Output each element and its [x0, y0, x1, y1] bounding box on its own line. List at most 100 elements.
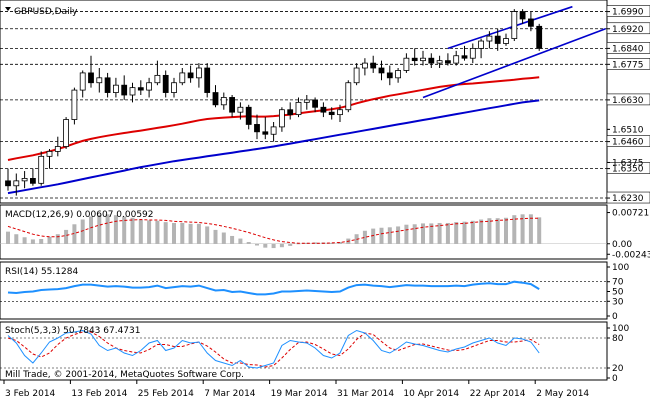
candle-body: [162, 74, 169, 93]
candle-body: [320, 106, 327, 113]
price-tick-label: 1.6990: [612, 8, 644, 18]
candle-body: [287, 109, 294, 116]
candle-body: [204, 67, 211, 93]
time-tick-label: 10 Apr 2014: [403, 389, 459, 399]
candle-body: [345, 82, 352, 111]
stoch-panel: Stoch(5,3,3) 50.7843 67.4731 Mill Trade,…: [0, 321, 629, 384]
macd-histogram-bar: [362, 230, 367, 244]
candle-body: [303, 99, 310, 103]
candlestick-panel: GBPUSD,Daily 1.6990 1.6920 1.6840 1.6775 1.6…: [0, 0, 650, 204]
candle-body: [361, 62, 368, 69]
macd-histogram-bar: [122, 216, 127, 244]
price-level-box: [606, 5, 650, 17]
candle-body: [220, 97, 227, 106]
macd-histogram-bar: [72, 224, 77, 244]
macd-signal-line: [7, 217, 540, 244]
macd-histogram-bar: [437, 222, 442, 244]
channel-upper-line: [447, 5, 573, 50]
price-tick-label: 1.6840: [612, 44, 644, 54]
price-tick-label: 1.6510: [612, 125, 644, 135]
candle-body: [63, 119, 69, 147]
rsi-label: RSI(14) 55.1284: [5, 267, 78, 277]
rsi-tick-label: 70: [612, 278, 624, 288]
price-tick-label: 1.6460: [612, 138, 644, 148]
macd-histogram-bar: [279, 243, 284, 248]
candle-body: [395, 70, 402, 79]
stoch-label: Stoch(5,3,3) 50.7843 67.4731: [5, 326, 140, 336]
macd-histogram-bar: [338, 242, 342, 244]
macd-histogram-bar: [230, 235, 235, 244]
copyright-text: Mill Trade, © 2001-2014, MetaQuotes Soft…: [5, 370, 244, 380]
price-tick-label: 1.6230: [612, 194, 644, 204]
macd-histogram-bar: [6, 231, 10, 244]
time-axis: 3 Feb 2014 13 Feb 2014 25 Feb 2014 7 Mar 20…: [3, 380, 589, 399]
rsi-tick-label: 50: [612, 288, 624, 298]
macd-label: MACD(12,26,9) 0.00607 0.00592: [5, 210, 154, 220]
macd-histogram-bar: [429, 223, 434, 244]
candle-body: [5, 180, 11, 187]
candle-body: [278, 109, 285, 128]
macd-histogram-bar: [404, 224, 409, 244]
macd-histogram-bar: [180, 222, 185, 244]
macd-histogram-bar: [30, 239, 35, 244]
macd-histogram-bar: [172, 222, 176, 244]
dropdown-triangle-icon[interactable]: [5, 7, 11, 11]
candle-body: [337, 109, 343, 116]
price-tick-label: 1.6375: [612, 158, 644, 168]
macd-histogram-bar: [238, 238, 243, 244]
macd-histogram-bar: [520, 214, 525, 244]
macd-histogram-bar: [155, 220, 160, 244]
stoch-tick-label: 0: [612, 374, 618, 384]
macd-histogram-bar: [22, 237, 27, 244]
time-tick-label: 31 Mar 2014: [337, 389, 394, 399]
candle-body: [420, 57, 426, 62]
macd-histogram-bar: [537, 217, 542, 244]
macd-histogram-bar: [205, 226, 210, 244]
channel-lower-line: [422, 28, 606, 99]
symbol-label: GBPUSD,Daily: [14, 7, 78, 17]
candle-body: [486, 35, 493, 42]
time-tick-label: 25 Feb 2014: [138, 389, 194, 399]
candle-body: [121, 84, 128, 96]
stoch-panel-frame: [0, 321, 608, 381]
candle-body: [79, 72, 86, 91]
macd-histogram-bar: [64, 229, 69, 244]
candle-body: [370, 62, 377, 69]
macd-histogram-bar: [528, 214, 533, 244]
macd-histogram-bar: [329, 242, 334, 244]
candle-body: [104, 77, 111, 93]
rsi-tick-label: 0: [612, 312, 618, 322]
stoch-tick-label: 20: [612, 364, 624, 374]
candle-body: [519, 11, 526, 20]
macd-tick-label: 0.00721: [612, 209, 649, 219]
macd-histogram-bar: [196, 223, 201, 244]
macd-histogram-bar: [14, 234, 19, 244]
time-tick-label: 19 Mar 2014: [271, 389, 328, 399]
macd-histogram-bar: [504, 217, 508, 244]
macd-histogram-bar: [421, 223, 425, 244]
rsi-tick-label: 30: [612, 297, 624, 307]
macd-histogram-bar: [130, 217, 135, 244]
candle-body: [353, 67, 360, 84]
candle-body: [262, 131, 269, 135]
macd-histogram-bar: [255, 243, 259, 246]
candle-body: [21, 178, 28, 182]
candle-body: [171, 82, 177, 93]
candle-body: [13, 180, 20, 187]
macd-histogram-bar: [271, 243, 276, 249]
macd-tick-label: -0.00243: [612, 250, 650, 260]
macd-histogram-bar: [221, 232, 226, 244]
candle-body: [137, 87, 144, 91]
candle-body: [129, 87, 136, 96]
candle-body: [453, 55, 460, 64]
rsi-line: [7, 280, 540, 296]
price-tick-label: 1.6920: [612, 25, 644, 35]
candle-body: [503, 38, 509, 44]
candle-body: [179, 72, 186, 84]
macd-histogram-bar: [454, 222, 459, 244]
macd-histogram-bar: [105, 214, 110, 244]
macd-panel: MACD(12,26,9) 0.00607 0.00592 0.00721 0.0…: [0, 204, 650, 260]
price-tick-label: 1.6630: [612, 96, 644, 106]
macd-histogram-bar: [263, 243, 268, 248]
